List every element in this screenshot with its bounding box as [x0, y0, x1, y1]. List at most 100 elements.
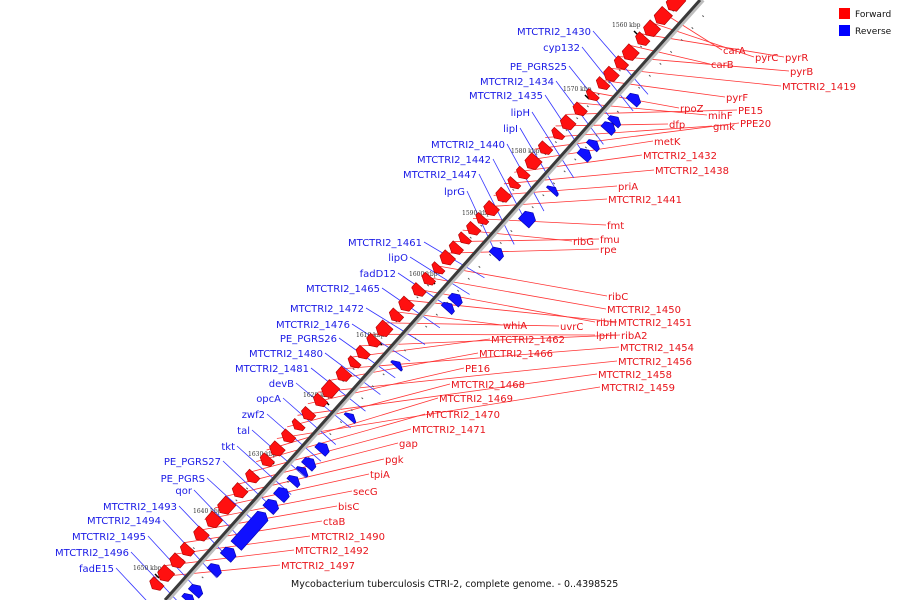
- reverse-gene-label-mtctri2-1496: MTCTRI2_1496: [55, 548, 129, 559]
- reverse-gene-label-mtctri2-1481: MTCTRI2_1481: [235, 364, 309, 375]
- forward-gene-label-fmt: fmt: [607, 221, 624, 232]
- forward-gene-label-mtctri2-1456: MTCTRI2_1456: [618, 357, 692, 368]
- forward-gene-label-pyrb: pyrB: [790, 67, 813, 78]
- reverse-gene-21: [206, 563, 222, 578]
- reverse-gene-label-mtctri2-1440: MTCTRI2_1440: [431, 140, 505, 151]
- forward-gene-39: [269, 440, 286, 457]
- kbp-label-1560-kbp: 1560 kbp: [612, 22, 641, 29]
- reverse-gene-23: [181, 592, 195, 600]
- forward-gene-label-mtctri2-1468: MTCTRI2_1468: [451, 380, 525, 391]
- forward-gene-17: [495, 186, 512, 203]
- forward-gene-46: [179, 541, 196, 557]
- reverse-gene-label-fade15: fadE15: [79, 564, 114, 575]
- forward-gene-13: [537, 140, 554, 155]
- genome-backbone: [163, 0, 705, 600]
- forward-gene-25: [421, 271, 437, 286]
- forward-gene-label-pyrr: pyrR: [785, 53, 808, 64]
- forward-gene-15: [516, 165, 531, 180]
- forward-gene-8: [595, 76, 611, 90]
- forward-gene-41: [245, 468, 261, 484]
- reverse-gene-13: [314, 442, 330, 457]
- forward-gene-31: [355, 344, 371, 360]
- forward-gene-42: [231, 482, 249, 499]
- forward-gene-label-gmk: gmk: [713, 122, 735, 133]
- forward-gene-label-mtctri2-1450: MTCTRI2_1450: [607, 305, 681, 316]
- reverse-gene-18: [262, 498, 280, 515]
- forward-gene-47: [169, 552, 186, 569]
- reverse-gene-11: [390, 360, 403, 372]
- reverse-gene-label-mtctri2-1435: MTCTRI2_1435: [469, 91, 543, 102]
- forward-gene-22: [448, 240, 465, 255]
- forward-gene-label-mtctri2-1471: MTCTRI2_1471: [412, 425, 486, 436]
- forward-gene-label-pyrf: pyrF: [726, 93, 748, 104]
- forward-gene-label-secg: secG: [353, 487, 378, 498]
- reverse-gene-7: [518, 210, 536, 229]
- forward-gene-16: [507, 176, 522, 190]
- forward-gene-label-mtctri2-1432: MTCTRI2_1432: [643, 151, 717, 162]
- forward-gene-label-mtctri2-1469: MTCTRI2_1469: [439, 394, 513, 405]
- forward-gene-label-dfp: dfp: [669, 120, 685, 131]
- reverse-gene-4: [585, 139, 600, 153]
- forward-gene-label-mtctri2-1454: MTCTRI2_1454: [620, 343, 694, 354]
- forward-gene-44: [205, 510, 224, 529]
- reverse-gene-17: [273, 486, 290, 504]
- forward-gene-label-mtctri2-1419: MTCTRI2_1419: [782, 82, 856, 93]
- kbp-label-1590-kbp: 1590 kbp: [462, 210, 491, 217]
- forward-gene-21: [458, 231, 473, 245]
- forward-gene-27: [398, 295, 415, 312]
- reverse-gene-label-lprg: lprG: [444, 187, 465, 198]
- forward-gene-label-mtctri2-1490: MTCTRI2_1490: [311, 532, 385, 543]
- forward-gene-label-mtctri2-1458: MTCTRI2_1458: [598, 370, 672, 381]
- forward-gene-label-mihf: mihF: [708, 111, 733, 122]
- forward-gene-43: [217, 495, 237, 515]
- reverse-gene-label-pe-pgrs25: PE_PGRS25: [510, 62, 567, 73]
- forward-gene-label-tpia: tpiA: [370, 470, 390, 481]
- forward-gene-label-ribh: ribH: [596, 318, 617, 329]
- forward-gene-label-cara: carA: [723, 46, 746, 57]
- reverse-gene-label-mtctri2-1495: MTCTRI2_1495: [72, 532, 146, 543]
- forward-gene-label-bisc: bisC: [338, 502, 359, 513]
- forward-gene-5: [621, 43, 640, 61]
- legend-forward-swatch: [839, 8, 850, 19]
- forward-gene-label-rpe: rpe: [600, 245, 617, 256]
- forward-gene-33: [335, 365, 353, 382]
- forward-gene-label-mtctri2-1466: MTCTRI2_1466: [479, 349, 553, 360]
- forward-gene-label-mtctri2-1438: MTCTRI2_1438: [655, 166, 729, 177]
- forward-gene-label-pe16: PE16: [465, 364, 490, 375]
- forward-gene-6: [613, 55, 630, 70]
- reverse-gene-3: [600, 121, 616, 136]
- forward-gene-label-carb: carB: [711, 60, 734, 71]
- reverse-gene-label-zwf2: zwf2: [242, 410, 265, 421]
- reverse-gene-12: [343, 412, 357, 424]
- forward-gene-label-mtctri2-1451: MTCTRI2_1451: [618, 318, 692, 329]
- reverse-gene-label-fadd12: fadD12: [360, 269, 396, 280]
- forward-gene-11: [559, 114, 577, 131]
- forward-gene-4: [635, 31, 651, 46]
- legend-reverse-label: Reverse: [855, 27, 892, 37]
- reverse-gene-label-mtctri2-1430: MTCTRI2_1430: [517, 27, 591, 38]
- forward-gene-9: [585, 88, 600, 102]
- forward-gene-34: [321, 379, 341, 399]
- forward-gene-29: [375, 319, 394, 338]
- legend-forward-label: Forward: [855, 10, 891, 20]
- reverse-gene-label-mtctri2-1480: MTCTRI2_1480: [249, 349, 323, 360]
- reverse-gene-label-qor: qor: [175, 486, 192, 497]
- forward-gene-label-ppe20: PPE20: [740, 119, 771, 130]
- forward-gene-label-ribg: ribG: [573, 237, 594, 248]
- reverse-gene-label-mtctri2-1434: MTCTRI2_1434: [480, 77, 554, 88]
- forward-gene-label-lprh: lprH: [596, 331, 617, 342]
- forward-gene-38: [281, 428, 297, 443]
- reverse-gene-label-mtctri2-1493: MTCTRI2_1493: [103, 502, 177, 513]
- forward-gene-label-mtctri2-1492: MTCTRI2_1492: [295, 546, 369, 557]
- reverse-gene-label-lipi: lipI: [503, 124, 518, 135]
- gene-labels: carA pyrC pyrR carB pyrB MTCTRI2_1419 pyrF rpoZ…: [55, 27, 856, 575]
- forward-gene-48: [157, 564, 176, 582]
- reverse-gene-2: [607, 115, 622, 129]
- forward-gene-label-pe15: PE15: [738, 106, 763, 117]
- forward-gene-label-ctab: ctaB: [323, 517, 346, 528]
- kbp-label-1650-kbp: 1650 kbp: [133, 565, 162, 572]
- gene-features: [149, 0, 687, 600]
- reverse-gene-label-tal: tal: [237, 426, 250, 437]
- forward-gene-49: [149, 576, 165, 591]
- reverse-gene-label-mtctri2-1447: MTCTRI2_1447: [403, 170, 477, 181]
